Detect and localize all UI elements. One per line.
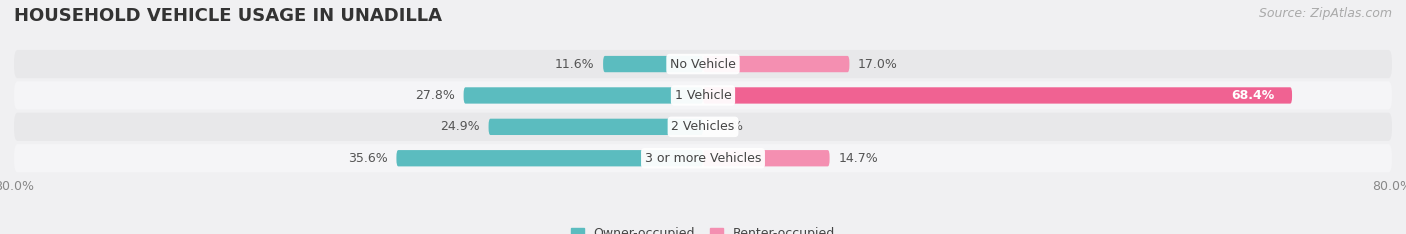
Text: 3 or more Vehicles: 3 or more Vehicles	[645, 152, 761, 165]
Text: Source: ZipAtlas.com: Source: ZipAtlas.com	[1258, 7, 1392, 20]
FancyBboxPatch shape	[14, 144, 1392, 172]
FancyBboxPatch shape	[703, 150, 830, 166]
Text: 2 Vehicles: 2 Vehicles	[672, 120, 734, 133]
Text: 14.7%: 14.7%	[838, 152, 877, 165]
Text: 35.6%: 35.6%	[349, 152, 388, 165]
Text: 27.8%: 27.8%	[415, 89, 456, 102]
FancyBboxPatch shape	[14, 113, 1392, 141]
FancyBboxPatch shape	[488, 119, 703, 135]
FancyBboxPatch shape	[14, 81, 1392, 110]
FancyBboxPatch shape	[703, 87, 1292, 104]
FancyBboxPatch shape	[14, 50, 1392, 78]
Text: 0.0%: 0.0%	[711, 120, 744, 133]
Text: 17.0%: 17.0%	[858, 58, 898, 71]
Text: 24.9%: 24.9%	[440, 120, 479, 133]
Text: No Vehicle: No Vehicle	[671, 58, 735, 71]
FancyBboxPatch shape	[703, 56, 849, 72]
Legend: Owner-occupied, Renter-occupied: Owner-occupied, Renter-occupied	[571, 227, 835, 234]
Text: 68.4%: 68.4%	[1232, 89, 1275, 102]
FancyBboxPatch shape	[396, 150, 703, 166]
Text: HOUSEHOLD VEHICLE USAGE IN UNADILLA: HOUSEHOLD VEHICLE USAGE IN UNADILLA	[14, 7, 441, 25]
FancyBboxPatch shape	[464, 87, 703, 104]
FancyBboxPatch shape	[603, 56, 703, 72]
Text: 11.6%: 11.6%	[555, 58, 595, 71]
Text: 1 Vehicle: 1 Vehicle	[675, 89, 731, 102]
